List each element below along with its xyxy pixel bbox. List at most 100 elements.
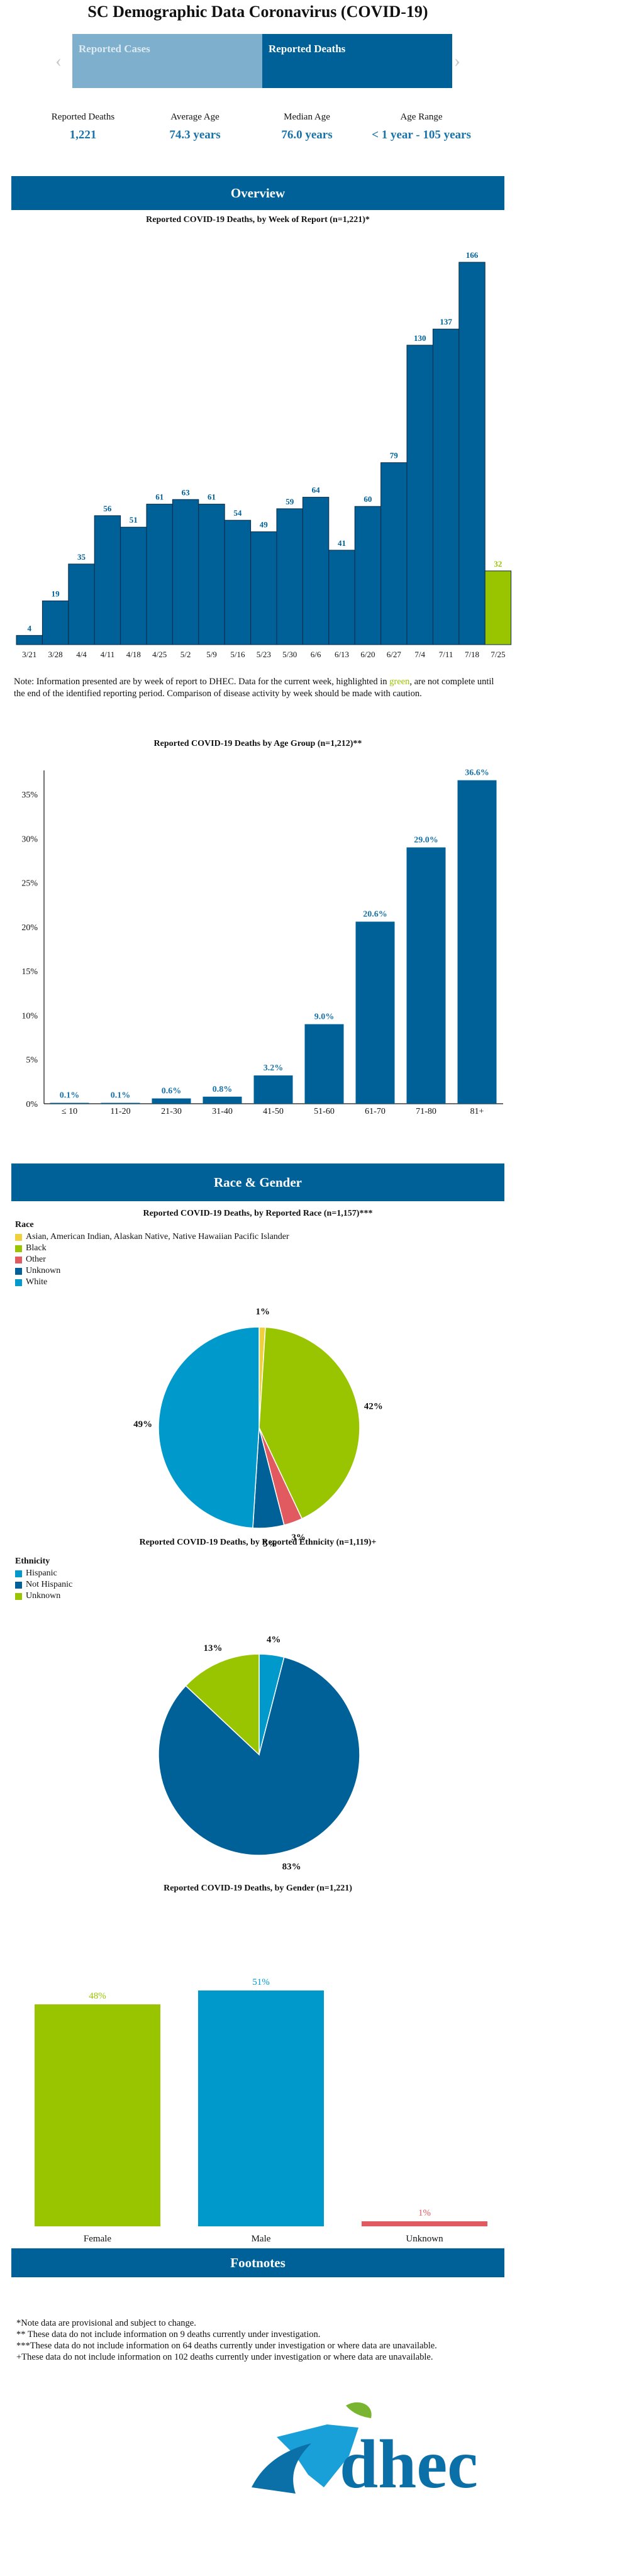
race-pie-chart: 1% 42% 3% 5% 49%: [133, 1308, 383, 1549]
legend-swatch: [15, 1233, 22, 1241]
data-label: 60: [364, 494, 372, 504]
x-tick-label: ≤ 10: [62, 1107, 77, 1116]
data-label: 20.6%: [363, 909, 387, 919]
legend-swatch: [15, 1592, 22, 1600]
bar: [68, 564, 95, 645]
bar: [355, 921, 395, 1104]
data-label: 19: [52, 589, 60, 598]
slice-label: 42%: [364, 1401, 383, 1411]
ethnicity-legend-item: Unknown: [15, 1591, 72, 1602]
bar: [198, 504, 225, 645]
pie-slice: [158, 1657, 360, 1856]
chevron-right-icon[interactable]: ›: [454, 50, 460, 71]
bar: [35, 2004, 160, 2226]
x-tick-label: Male: [252, 2234, 271, 2244]
x-tick-label: 4/18: [126, 650, 141, 659]
ethnicity-pie-chart: 4% 83% 13%: [158, 1635, 360, 1872]
bar: [146, 504, 173, 645]
weekly-deaths-chart: 4 3/21 19 3/28 35 4/4 56 4/11 51 4/18 61 4/25 63 5/2 6…: [16, 250, 512, 659]
race-chart-title: Reported COVID-19 Deaths, by Reported Ra…: [143, 1209, 373, 1218]
slice-label: 49%: [133, 1419, 152, 1430]
x-tick-label: 6/13: [335, 650, 349, 659]
y-tick-label: 5%: [26, 1056, 38, 1065]
x-tick-label: 4/11: [101, 650, 115, 659]
data-label: 137: [440, 317, 452, 326]
tab-reported-cases[interactable]: Reported Cases: [72, 34, 262, 88]
bar: [152, 1098, 191, 1104]
stat-value-age-range: < 1 year - 105 years: [372, 128, 471, 142]
x-tick-label: 7/25: [491, 650, 505, 659]
data-label: 0.8%: [213, 1085, 233, 1094]
slice-label: 3%: [291, 1533, 306, 1543]
stat-label-reported-deaths: Reported Deaths: [51, 112, 115, 122]
x-tick-label: 81+: [470, 1107, 484, 1116]
x-tick-label: 3/21: [22, 650, 36, 659]
bar: [250, 531, 277, 645]
legend-label: Unknown: [26, 1591, 61, 1601]
data-label: 36.6%: [465, 769, 489, 778]
tab-reported-deaths[interactable]: Reported Deaths: [262, 34, 452, 88]
legend-label: White: [26, 1277, 48, 1287]
ethnicity-legend-item: Hispanic: [15, 1568, 72, 1579]
slice-label: 5%: [263, 1539, 277, 1549]
stat-value-average-age: 74.3 years: [169, 128, 221, 142]
pie-slice: [185, 1653, 260, 1756]
page-title: SC Demographic Data Coronavirus (COVID-1…: [87, 3, 428, 21]
data-label: 1%: [418, 2208, 431, 2218]
x-tick-label: 4/4: [76, 650, 87, 659]
bar: [101, 1102, 140, 1104]
data-label: 0.1%: [60, 1091, 80, 1101]
slice-label: 4%: [267, 1635, 281, 1645]
pie-slice: [258, 1326, 360, 1519]
bar: [458, 262, 486, 645]
note-text-before: Note: Information presented are by week …: [14, 677, 390, 687]
x-tick-label: 61-70: [365, 1107, 386, 1116]
bar: [432, 328, 460, 645]
age-group-chart: 0% 5% 10% 15% 20% 25% 30% 35% 0.1% ≤ 10 0.1% 11-20 0…: [21, 769, 503, 1116]
x-tick-label: 51-60: [314, 1107, 335, 1116]
stat-label-average-age: Average Age: [170, 112, 219, 122]
data-label: 79: [390, 451, 399, 460]
bar: [406, 345, 433, 645]
legend-label: Asian, American Indian, Alaskan Native, …: [26, 1232, 289, 1241]
footnotes-list: *Note data are provisional and subject t…: [16, 2318, 507, 2363]
bar: [406, 847, 446, 1104]
bar: [120, 526, 147, 645]
race-legend: Race Asian, American Indian, Alaskan Nat…: [15, 1220, 289, 1288]
legend-label: Hispanic: [26, 1568, 57, 1578]
stat-label-median-age: Median Age: [284, 112, 330, 122]
chevron-left-icon[interactable]: ‹: [55, 50, 62, 71]
x-tick-label: 41-50: [263, 1107, 284, 1116]
y-tick-label: 25%: [21, 879, 38, 889]
data-label: 0.1%: [111, 1091, 131, 1101]
legend-swatch: [15, 1279, 22, 1286]
x-tick-label: Unknown: [406, 2234, 443, 2244]
data-label: 54: [233, 508, 242, 518]
stat-value-reported-deaths: 1,221: [69, 128, 97, 142]
bar: [484, 570, 512, 645]
bar: [50, 1102, 89, 1104]
ethnicity-chart-title: Reported COVID-19 Deaths, by Reported Et…: [139, 1538, 377, 1547]
footnote: ** These data do not include information…: [16, 2329, 321, 2340]
slice-label: 1%: [256, 1308, 270, 1317]
state-shape-icon: [277, 2424, 358, 2487]
x-tick-label: 6/27: [387, 650, 402, 659]
x-tick-label: 5/30: [282, 650, 297, 659]
gender-chart-title: Reported COVID-19 Deaths, by Gender (n=1…: [164, 1884, 352, 1893]
x-tick-label: 11-20: [110, 1107, 130, 1116]
data-label: 41: [338, 538, 346, 548]
bar: [172, 499, 199, 645]
gender-bar-chart: 48% Female 51% Male 1% Unknown: [35, 1977, 487, 2244]
footnotes-banner: Footnotes: [11, 2248, 504, 2277]
data-label: 32: [494, 559, 502, 569]
x-tick-label: 5/9: [206, 650, 217, 659]
x-tick-label: 7/4: [414, 650, 425, 659]
bar: [302, 497, 330, 645]
slice-label: 13%: [204, 1643, 223, 1653]
y-tick-label: 0%: [26, 1100, 38, 1109]
data-label: 49: [260, 520, 269, 530]
bar: [304, 1024, 344, 1104]
data-label: 4: [27, 623, 31, 633]
data-label: 56: [103, 504, 112, 513]
legend-label: Black: [26, 1243, 47, 1253]
